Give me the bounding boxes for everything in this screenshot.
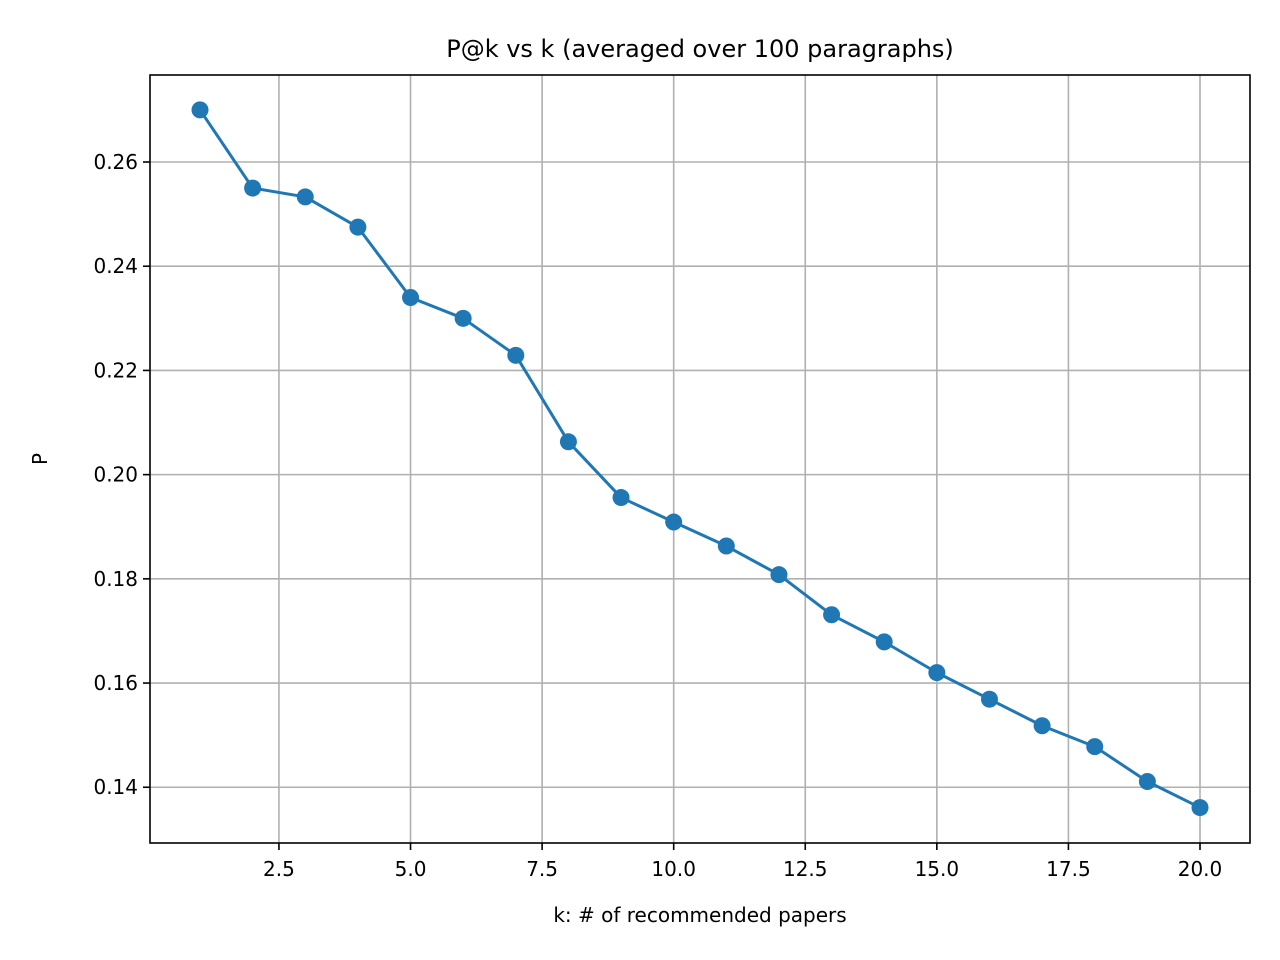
data-point [507,346,525,364]
data-point [349,218,367,236]
data-point [454,309,472,327]
data-point [665,513,683,531]
ticks: 2.5 5.0 7.5 10.0 12.5 15.0 17.5 20.0 0.14 0.16 0.1… [93,150,1222,881]
data-point [1191,799,1209,817]
y-tick-label: 0.16 [93,671,138,695]
x-tick-label: 17.5 [1046,857,1091,881]
series-line [198,109,1201,809]
y-tick-label: 0.26 [93,150,138,174]
data-point [980,690,998,708]
x-tick-label: 12.5 [783,857,828,881]
data-point [296,188,314,206]
x-tick-label: 15.0 [915,857,960,881]
y-tick-label: 0.20 [93,463,138,487]
data-point [717,537,735,555]
y-tick-label: 0.24 [93,254,138,278]
data-point [875,633,893,651]
data-point [191,101,209,119]
data-point [559,433,577,451]
data-point [402,288,420,306]
x-tick-label: 10.0 [651,857,696,881]
y-tick-label: 0.22 [93,358,138,382]
y-tick-label: 0.14 [93,775,138,799]
data-point [1086,738,1104,756]
data-point [1138,773,1156,791]
x-axis-label: k: # of recommended papers [553,903,846,927]
plot-frame [149,74,1251,844]
grid [150,75,1250,843]
data-point [770,566,788,584]
chart-title: P@k vs k (averaged over 100 paragraphs) [446,35,954,63]
x-tick-label: 2.5 [263,857,295,881]
x-tick-label: 7.5 [526,857,558,881]
x-tick-label: 5.0 [395,857,427,881]
data-point [928,664,946,682]
data-point [612,489,630,507]
data-point [823,606,841,624]
y-tick-label: 0.18 [93,567,138,591]
data-point [1033,717,1051,735]
x-tick-label: 20.0 [1178,857,1223,881]
data-point [244,179,262,197]
y-axis-label: P [28,453,52,465]
series-layer [191,101,1209,817]
